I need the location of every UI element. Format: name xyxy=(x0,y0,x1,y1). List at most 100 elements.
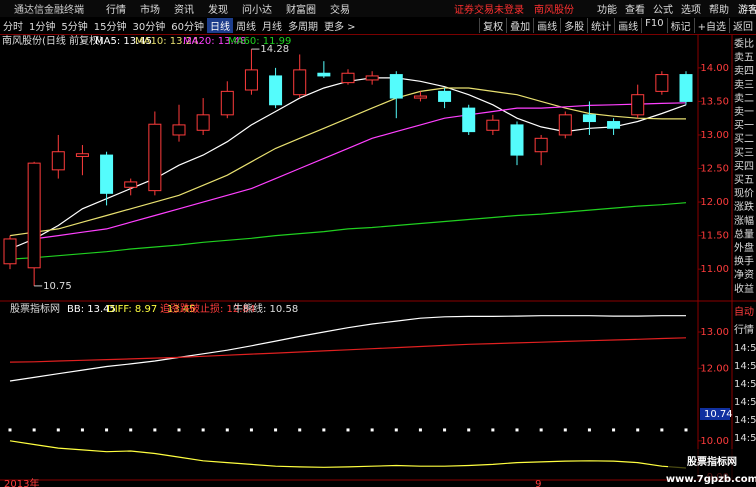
menu-item[interactable]: 公式 xyxy=(653,5,673,16)
period-tab[interactable]: 更多 > xyxy=(323,22,356,33)
candle-body xyxy=(607,121,621,129)
y-tick-label: 10.00 xyxy=(700,436,729,447)
side-label: 买四 xyxy=(734,160,754,172)
menu-item[interactable]: 交易 xyxy=(330,5,350,16)
app-name: 通达信金融终端 xyxy=(14,5,84,16)
tool-button[interactable]: 返回 xyxy=(729,18,756,33)
side-label: 委比 xyxy=(734,37,754,50)
period-tab[interactable]: 1分钟 xyxy=(29,22,56,33)
period-tab[interactable]: 月线 xyxy=(261,22,282,33)
candle-body xyxy=(389,74,403,99)
tool-button[interactable]: 统计 xyxy=(587,18,614,33)
side-label: 卖一 xyxy=(734,106,754,118)
period-tab[interactable]: 60分钟 xyxy=(171,22,204,33)
side-lower-label: 自动 xyxy=(734,305,754,318)
menu-item[interactable]: 资讯 xyxy=(174,5,194,16)
chart-title: 南风股份(日线 前复权) xyxy=(2,34,103,47)
x-tick-label: 9 xyxy=(535,479,541,487)
tool-button[interactable]: 复权 xyxy=(479,18,506,33)
candle-body xyxy=(341,72,355,84)
period-tab[interactable]: 5分钟 xyxy=(61,22,88,33)
candle-body xyxy=(631,94,645,116)
dot xyxy=(660,428,664,432)
candle-body xyxy=(100,154,114,194)
dot xyxy=(636,428,640,432)
menu-item[interactable]: 发现 xyxy=(208,5,228,16)
candle-body xyxy=(486,119,500,131)
title-bar: 通达信金融终端 行情 市场 资讯 发现 问小达 财富圈 交易 证券交易未登录 南风股份 功能 查看 公式… xyxy=(0,0,756,18)
y-tick-label: 12.50 xyxy=(700,164,729,175)
tool-button[interactable]: 标记 xyxy=(666,18,694,33)
side-label: 卖三 xyxy=(734,79,754,91)
x-tick-label: 2013年 xyxy=(4,477,39,487)
y-tick-label: 14.00 xyxy=(700,63,729,74)
side-label: 买二 xyxy=(734,133,754,145)
watermark-bg xyxy=(668,449,756,487)
period-tab[interactable]: 周线 xyxy=(235,22,256,33)
candle-body xyxy=(510,124,524,156)
period-tab[interactable]: 日线 xyxy=(206,18,233,33)
user: 游客 xyxy=(738,5,756,16)
indicator-title: 股票指标网 xyxy=(10,302,60,315)
candle-body xyxy=(148,123,162,192)
side-label: 总量 xyxy=(734,227,754,240)
menu-item[interactable]: 查看 xyxy=(625,5,645,16)
ma-label: MA10: 13.24 xyxy=(135,36,198,47)
period-tab[interactable]: 多周期 xyxy=(287,22,318,33)
tool-button[interactable]: 叠加 xyxy=(506,18,533,33)
menu-item[interactable]: 财富圈 xyxy=(286,5,316,16)
y-tick-label: 13.00 xyxy=(700,327,729,338)
tool-button[interactable]: +自选 xyxy=(693,18,729,33)
candle-body xyxy=(558,114,572,136)
ma-label: MA5: 13.45 xyxy=(95,36,152,47)
tool-button[interactable]: F10 xyxy=(641,18,666,33)
dot xyxy=(346,428,350,432)
tool-button[interactable]: 画线 xyxy=(533,18,560,33)
candle-body xyxy=(51,151,65,171)
side-label: 涨跌 xyxy=(734,200,754,213)
dot xyxy=(587,428,591,432)
dot xyxy=(539,428,543,432)
tool-button[interactable]: 多股 xyxy=(560,18,587,33)
side-lower-label: 14:50 xyxy=(734,433,756,444)
side-lower-label: 14:50 xyxy=(734,379,756,390)
watermark-url: www.7gpzb.com xyxy=(666,474,756,485)
side-label: 卖二 xyxy=(734,92,754,104)
tool-buttons: 复权 叠加 画线 多股 统计 画线 F10 标记 +自选 返回 xyxy=(479,18,756,33)
menu-item[interactable]: 功能 xyxy=(597,5,617,16)
dot xyxy=(80,428,84,432)
indicator-label: BB: 13.45 xyxy=(67,304,116,315)
period-tab[interactable]: 30分钟 xyxy=(132,22,166,33)
dot xyxy=(684,428,688,432)
y-tick-label: 12.00 xyxy=(700,363,729,374)
side-label: 买一 xyxy=(734,120,754,132)
dot xyxy=(443,428,447,432)
dot xyxy=(298,428,302,432)
menu-item[interactable]: 帮助 xyxy=(709,5,729,16)
dot xyxy=(491,428,495,432)
side-label: 卖四 xyxy=(734,65,754,77)
side-label: 买五 xyxy=(734,174,754,186)
side-label: 净资 xyxy=(734,268,754,281)
candle-body xyxy=(655,74,669,92)
menu-item[interactable]: 选项 xyxy=(681,5,701,16)
dot xyxy=(274,428,278,432)
tool-button[interactable]: 画线 xyxy=(614,18,641,33)
watermark-name: 股票指标网 xyxy=(687,455,737,468)
dot xyxy=(201,428,205,432)
dot xyxy=(32,428,36,432)
candle-body xyxy=(269,75,283,106)
indicator-label: 追涨跌破止损: 12.84 xyxy=(160,302,255,315)
period-tab[interactable]: 15分钟 xyxy=(93,22,127,33)
ma-line xyxy=(9,202,687,260)
y-tick-label: 12.00 xyxy=(700,197,729,208)
menu-item[interactable]: 行情 xyxy=(106,5,126,16)
menu-item[interactable]: 市场 xyxy=(140,5,160,16)
right-menus: 功能 查看 公式 选项 帮助 xyxy=(593,1,733,16)
indicator-line xyxy=(9,315,686,382)
menu-item[interactable]: 问小达 xyxy=(242,5,272,16)
period-tab[interactable]: 分时 xyxy=(3,22,23,33)
ma-label: MA20: 13.48 xyxy=(183,36,246,47)
dot xyxy=(225,428,229,432)
